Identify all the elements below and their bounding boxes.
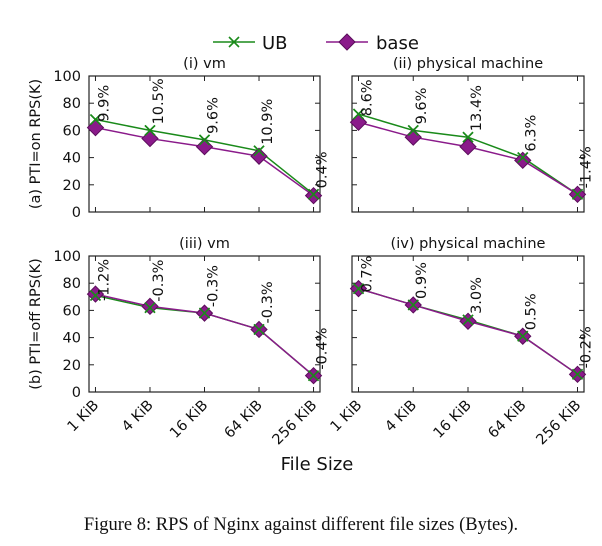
annotation-label: -1.4% bbox=[579, 146, 595, 188]
point-ub-overlay bbox=[462, 314, 474, 326]
panel-title: (ii) physical machine bbox=[393, 56, 543, 72]
point-base bbox=[514, 151, 532, 170]
series-line-base bbox=[358, 121, 578, 195]
point-ub-overlay bbox=[198, 134, 211, 146]
y-axis-label: (b) PTI=off RPS(K) bbox=[28, 258, 44, 389]
annotation-label: 6.3% bbox=[524, 115, 540, 152]
annotation-label: -1.2% bbox=[96, 259, 112, 301]
panel-2: (ii) physical machine 8.6% 9.6% 13.4% 6.3% -1… bbox=[349, 56, 595, 213]
point-ub-overlay bbox=[198, 307, 211, 319]
legend-base-marker bbox=[338, 33, 356, 51]
legend-ub-label: UB bbox=[262, 33, 288, 54]
x-tick-label: 1 KiB bbox=[65, 398, 103, 436]
panel-title: (iii) vm bbox=[179, 236, 230, 252]
point-base bbox=[86, 285, 105, 303]
point-ub-overlay bbox=[89, 289, 102, 302]
point-base bbox=[404, 128, 422, 146]
annotation-label: 13.4% bbox=[469, 85, 485, 131]
annotation-label: -0.3% bbox=[206, 265, 222, 307]
panel-title: (i) vm bbox=[183, 56, 226, 72]
panel-title: (iv) physical machine bbox=[391, 236, 546, 252]
point-ub-overlay bbox=[352, 108, 365, 120]
point-ub-overlay bbox=[407, 299, 419, 311]
y-tick-label: 60 bbox=[63, 303, 81, 319]
x-axis-label: File Size bbox=[281, 454, 354, 475]
x-tick-label: 64 KiB bbox=[485, 398, 529, 442]
annotation-label: -0.3% bbox=[151, 260, 167, 302]
annotation-label: 3.0% bbox=[469, 277, 485, 314]
y-tick-label: 0 bbox=[72, 385, 81, 401]
point-ub-overlay bbox=[571, 368, 584, 380]
y-tick-label: 100 bbox=[53, 249, 81, 265]
legend: UB base bbox=[213, 33, 419, 54]
annotation-label: 0.4% bbox=[315, 151, 331, 188]
y-tick-label: 20 bbox=[63, 178, 81, 194]
point-ub-overlay bbox=[462, 131, 474, 143]
x-tick-label: 4 KiB bbox=[119, 398, 157, 436]
x-tick-label: 256 KiB bbox=[534, 398, 585, 449]
point-ub-overlay bbox=[253, 145, 265, 157]
annotation-label: 10.9% bbox=[260, 99, 276, 145]
plot-frame bbox=[88, 255, 321, 393]
point-base bbox=[250, 147, 268, 165]
y-tick-label: 40 bbox=[63, 151, 81, 167]
point-ub-overlay bbox=[307, 188, 320, 200]
point-base bbox=[459, 138, 477, 156]
annotation-label: 0.7% bbox=[359, 256, 375, 293]
panel-4: (iv) physical machine 1 KiB 4 KiB 16 KiB 64 … bbox=[328, 236, 595, 448]
x-tick-label: 64 KiB bbox=[222, 398, 266, 442]
annotation-label: 9.9% bbox=[96, 85, 112, 122]
series-line-base bbox=[95, 126, 314, 197]
point-ub-overlay bbox=[571, 188, 584, 200]
x-tick-label: 256 KiB bbox=[270, 398, 321, 449]
panel-3: (iii) vm 0 20 40 60 80 100 (b) PTI=off RPS(K) 1 … bbox=[28, 236, 331, 448]
figure-caption: Figure 8: RPS of Nginx against different… bbox=[84, 515, 518, 535]
point-base bbox=[304, 186, 323, 205]
annotation-label: 10.5% bbox=[151, 78, 167, 124]
y-tick-label: 80 bbox=[63, 96, 81, 112]
y-tick-label: 100 bbox=[53, 69, 81, 85]
annotation-label: -0.4% bbox=[315, 328, 331, 370]
annotation-label: 0.9% bbox=[414, 262, 430, 299]
y-axis-label: (a) PTI=on RPS(K) bbox=[28, 79, 44, 209]
annotation-label: -0.2% bbox=[579, 326, 595, 368]
legend-base-label: base bbox=[376, 33, 419, 54]
annotation-label: 9.6% bbox=[414, 88, 430, 125]
x-tick-label: 16 KiB bbox=[167, 398, 211, 442]
panel-1: (i) vm 0 20 40 60 80 100 (a) PTI=on RPS(K) 9.9% 1… bbox=[28, 56, 331, 221]
point-ub-overlay bbox=[89, 113, 102, 126]
y-tick-label: 40 bbox=[63, 331, 81, 347]
annotation-label: 9.6% bbox=[206, 97, 222, 134]
y-tick-label: 0 bbox=[72, 205, 81, 221]
y-tick-label: 80 bbox=[63, 276, 81, 292]
point-ub-overlay bbox=[144, 302, 156, 314]
point-base bbox=[141, 297, 159, 316]
point-ub-overlay bbox=[352, 283, 365, 295]
point-ub-overlay bbox=[144, 124, 156, 136]
point-base bbox=[141, 129, 159, 148]
y-tick-label: 20 bbox=[63, 358, 81, 374]
point-base bbox=[459, 312, 477, 330]
panels: (i) vm 0 20 40 60 80 100 (a) PTI=on RPS(K) 9.9% 1… bbox=[28, 56, 595, 448]
point-ub-overlay bbox=[407, 124, 419, 136]
x-tick-label: 1 KiB bbox=[328, 398, 366, 436]
x-tick-label: 4 KiB bbox=[382, 398, 420, 436]
legend-ub-marker bbox=[228, 36, 240, 48]
point-base bbox=[195, 138, 214, 156]
point-ub-overlay bbox=[517, 152, 529, 164]
annotation-label: 8.6% bbox=[359, 79, 375, 116]
annotation-label: 0.5% bbox=[524, 293, 540, 330]
point-ub-overlay bbox=[517, 330, 529, 342]
series-line-ub bbox=[358, 287, 578, 375]
point-ub-overlay bbox=[307, 370, 320, 382]
x-tick-label: 16 KiB bbox=[431, 398, 475, 442]
y-tick-label: 60 bbox=[63, 123, 81, 139]
annotation-label: -0.3% bbox=[260, 281, 276, 323]
point-ub-overlay bbox=[253, 323, 265, 336]
series-line-base bbox=[358, 287, 578, 375]
series-line-ub bbox=[95, 118, 314, 195]
